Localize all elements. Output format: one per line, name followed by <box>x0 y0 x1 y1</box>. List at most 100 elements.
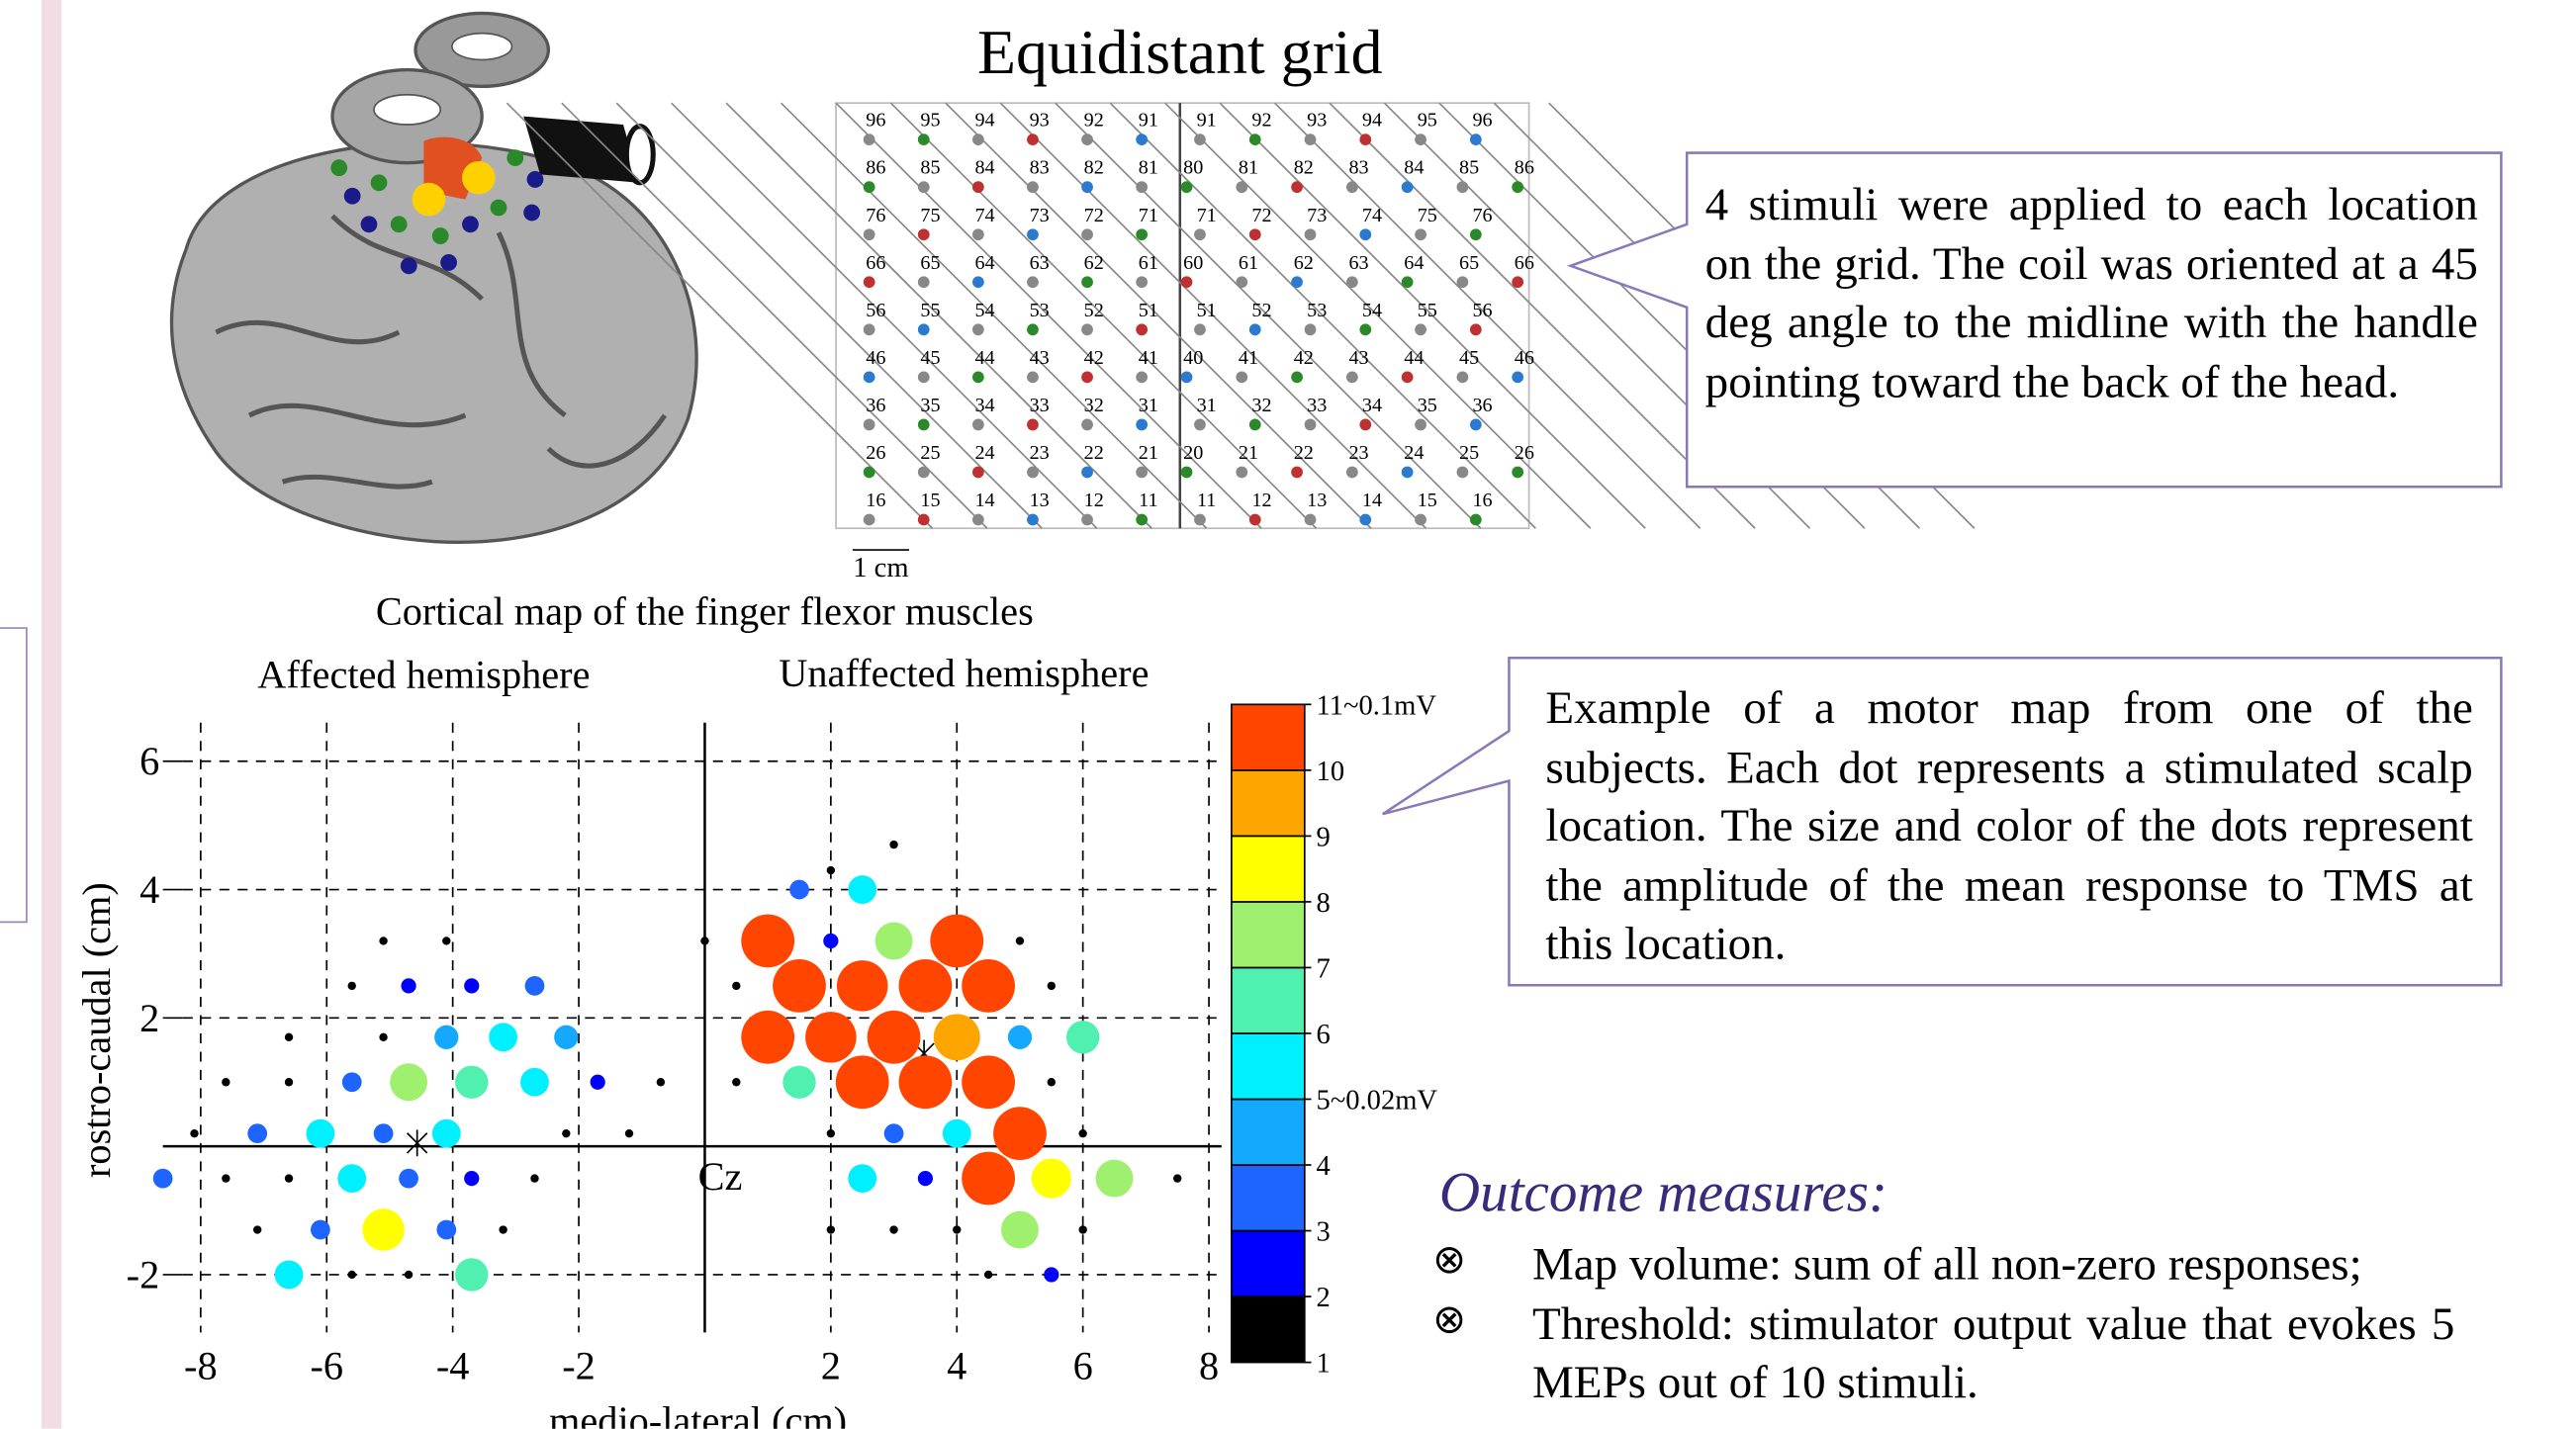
map-point <box>1078 1225 1086 1233</box>
map-point <box>348 982 356 990</box>
grid-dot <box>1249 228 1261 240</box>
grid-number: 16 <box>1472 490 1492 511</box>
bullet-text: Threshold: stimulator output value that … <box>1532 1295 2454 1412</box>
colorbar-segment <box>1232 770 1305 837</box>
grid-dot <box>1081 514 1093 526</box>
grid-dot <box>1081 134 1093 145</box>
grid-number: 74 <box>974 205 994 226</box>
brain-dot <box>506 149 523 166</box>
map-point <box>337 1164 366 1193</box>
map-point <box>285 1033 293 1041</box>
grid-number: 22 <box>1294 442 1314 464</box>
coil-handle <box>523 117 640 183</box>
grid-dot <box>1027 323 1039 335</box>
map-point <box>399 1169 418 1189</box>
colorbar-segment <box>1232 836 1305 902</box>
subtitle: Affected hemisphere <box>257 653 590 697</box>
map-point <box>275 1261 304 1290</box>
grid-dot <box>1291 181 1303 193</box>
brain-dot <box>491 200 507 217</box>
map-point <box>348 1271 356 1279</box>
map-point <box>899 959 953 1013</box>
colorbar-label: 4 <box>1317 1151 1331 1182</box>
grid-number: 82 <box>1294 157 1314 179</box>
grid-dot <box>972 134 984 145</box>
colorbar-segment <box>1232 704 1305 770</box>
map-point <box>848 1164 876 1193</box>
map-point <box>432 1119 461 1148</box>
map-point <box>530 1174 538 1182</box>
map-point <box>442 937 450 944</box>
map-point <box>805 1012 856 1062</box>
grid-dot <box>1415 323 1426 335</box>
grid-number: 93 <box>1030 110 1050 132</box>
grid-dot <box>1136 134 1148 145</box>
grid-dot <box>1402 467 1414 479</box>
colorbar-segment <box>1232 1296 1305 1363</box>
grid-dot <box>918 467 930 479</box>
grid-dot <box>972 323 984 335</box>
grid-dot <box>864 276 875 288</box>
grid-number: 11 <box>1139 490 1157 511</box>
map-point <box>1001 1211 1039 1249</box>
grid-dot <box>1136 514 1148 526</box>
colorbar-label: 5~0.02mV <box>1317 1086 1438 1116</box>
map-point <box>700 937 708 944</box>
grid-dot <box>1470 419 1482 431</box>
map-point <box>837 960 887 1011</box>
grid-number: 11 <box>1197 490 1216 511</box>
grid-number: 94 <box>974 110 994 132</box>
map-point <box>285 1078 293 1086</box>
grid-dot <box>1457 276 1469 288</box>
grid-number: 33 <box>1030 395 1050 416</box>
map-point <box>222 1078 230 1086</box>
map-point <box>1066 1021 1099 1053</box>
grid-number: 43 <box>1030 347 1050 369</box>
map-point <box>1008 1026 1032 1049</box>
coil-hole <box>374 95 440 125</box>
grid-number: 75 <box>920 205 940 226</box>
grid-dot <box>918 371 930 383</box>
grid-dot <box>1236 371 1247 383</box>
grid-number: 35 <box>1418 395 1437 416</box>
map-point <box>732 982 740 990</box>
map-point <box>464 978 479 993</box>
map-point <box>953 1225 961 1233</box>
map-point <box>499 1225 506 1233</box>
x-axis-label: medio-lateral (cm) <box>549 1398 847 1429</box>
x-tick-label: -2 <box>562 1343 596 1387</box>
grid-dot <box>1181 467 1193 479</box>
colorbar-label: 10 <box>1317 757 1345 787</box>
grid-dot <box>1081 228 1093 240</box>
grid-dot <box>1457 371 1469 383</box>
grid-dot <box>1415 514 1426 526</box>
grid-dot <box>1291 276 1303 288</box>
map-point <box>1016 937 1024 944</box>
grid-number: 80 <box>1183 157 1203 179</box>
grid-dot <box>1457 181 1469 193</box>
map-point <box>741 915 794 968</box>
grid-dot <box>1236 276 1247 288</box>
grid-number: 81 <box>1239 157 1258 179</box>
x-tick-label: 8 <box>1199 1343 1219 1387</box>
colorbar-segment <box>1232 1231 1305 1297</box>
grid-dot <box>1415 228 1426 240</box>
grid-dot <box>1194 134 1206 145</box>
grid-number: 51 <box>1139 300 1158 321</box>
brain-dot <box>401 257 417 274</box>
grid-number: 40 <box>1183 347 1203 369</box>
grid-number: 62 <box>1084 252 1104 274</box>
map-point <box>1078 1129 1086 1137</box>
grid-number: 41 <box>1139 347 1158 369</box>
grid-number: 45 <box>920 347 940 369</box>
grid-number: 14 <box>1362 490 1382 511</box>
y-tick-label: 6 <box>139 739 159 783</box>
map-point <box>732 1078 740 1086</box>
grid-number: 44 <box>974 347 994 369</box>
grid-number: 91 <box>1139 110 1158 132</box>
grid-dot <box>1305 514 1317 526</box>
grid-number: 46 <box>866 347 885 369</box>
grid-dot <box>972 467 984 479</box>
colorbar-label: 7 <box>1317 954 1331 985</box>
x-tick-label: -8 <box>184 1343 218 1387</box>
